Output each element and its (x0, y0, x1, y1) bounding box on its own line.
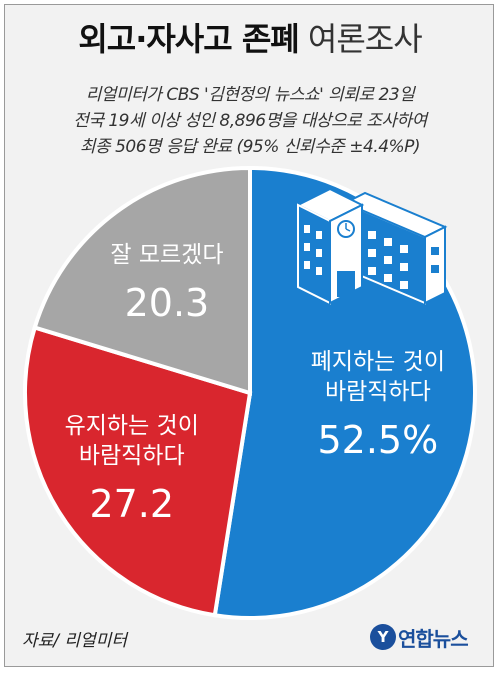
slice-label-1-line-1: 폐지하는 것이 (311, 349, 445, 375)
pie-slice-2 (23, 325, 253, 618)
school-building-icon (295, 187, 448, 305)
pie-slice-3 (32, 165, 252, 396)
chart-title: 외고·자사고 존폐 여론조사 (0, 14, 500, 60)
slice-value-1: 52.5% (317, 418, 438, 462)
source-note: 자료/ 리얼미터 (22, 631, 127, 651)
slice-label-1-line-2: 바람직하다 (325, 379, 431, 405)
subtitle-line-1: 리얼미터가 CBS '김현정의 뉴스쇼' 의뢰로 23일 (85, 85, 415, 105)
slice-label-2-line-2: 바람직하다 (79, 443, 185, 469)
title-main: 외고·자사고 존폐 (78, 20, 299, 58)
yonhap-logo-text: 연합뉴스 (398, 626, 469, 651)
slice-value-3: 20.3 (125, 281, 210, 325)
slice-value-2: 27.2 (89, 482, 174, 526)
title-sub: 여론조사 (307, 20, 423, 58)
slice-label-2-line-1: 유지하는 것이 (65, 413, 199, 439)
slice-label-3-line-1: 잘 모르겠다 (110, 242, 223, 268)
yonhap-logo-icon: Y (370, 624, 396, 650)
yonhap-logo: Y 연합뉴스 (370, 622, 469, 652)
subtitle-line-2: 전국 19세 이상 성인 8,896명을 대상으로 조사하여 (73, 111, 427, 131)
subtitle-line-3: 최종 506명 응답 완료 (95% 신뢰수준 ±4.4%P) (79, 137, 421, 157)
